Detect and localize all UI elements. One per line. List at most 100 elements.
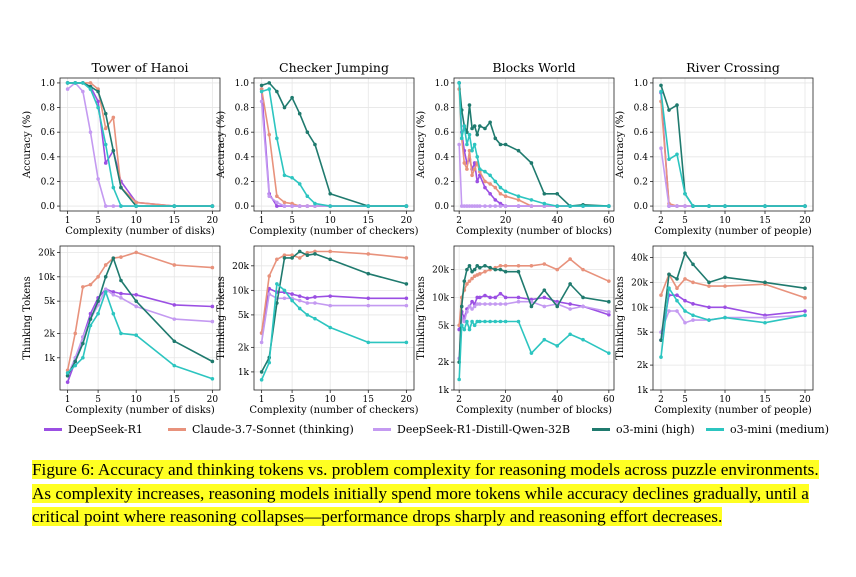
chart-title: Checker Jumping — [279, 60, 389, 75]
data-point — [297, 306, 302, 311]
data-point — [472, 304, 477, 309]
data-point — [96, 299, 100, 303]
x-axis-label: Complexity (number of blocks) — [456, 226, 612, 237]
data-point — [472, 323, 477, 328]
data-point — [542, 204, 547, 208]
data-point — [581, 267, 585, 272]
data-point — [568, 302, 572, 306]
y-tick-label: 0.0 — [235, 202, 250, 212]
data-point — [503, 263, 508, 268]
data-point — [493, 136, 498, 141]
data-point — [667, 286, 671, 290]
data-point — [607, 299, 611, 304]
data-point — [366, 340, 371, 345]
data-point — [282, 200, 287, 205]
x-tick-label: 1 — [259, 395, 265, 405]
y-tick-label: 5k — [637, 328, 649, 338]
series-line — [660, 252, 806, 341]
data-point — [472, 267, 477, 272]
legend-swatch — [706, 427, 724, 431]
data-point — [498, 319, 503, 324]
data-point — [498, 191, 503, 196]
data-point — [275, 136, 279, 141]
x-tick-label: 10 — [719, 395, 731, 405]
data-point — [103, 287, 108, 292]
y-axis-label: Thinking Tokens — [22, 276, 33, 360]
data-point — [275, 89, 279, 94]
data-point — [707, 204, 711, 208]
data-point — [488, 204, 492, 208]
data-point — [275, 200, 279, 205]
chart-title: Blocks World — [492, 60, 575, 75]
y-tick-label: 2k — [438, 358, 450, 368]
data-point — [465, 142, 469, 147]
data-point — [111, 185, 116, 190]
data-point — [328, 257, 332, 262]
y-tick-label: 1k — [238, 368, 250, 378]
x-tick-label: 20 — [500, 395, 512, 405]
data-point — [366, 271, 371, 276]
data-point — [483, 126, 487, 131]
plot-frame — [59, 77, 221, 212]
data-point — [470, 319, 474, 324]
data-point — [675, 277, 679, 281]
data-point — [488, 120, 492, 125]
data-point — [568, 257, 572, 261]
plot-frame — [652, 245, 814, 391]
data-point — [493, 295, 498, 300]
data-point — [470, 276, 474, 281]
data-point — [723, 315, 727, 320]
y-tick-label: 0.2 — [435, 177, 449, 187]
data-point — [313, 142, 317, 147]
y-tick-label: 2k — [637, 361, 649, 371]
data-point — [659, 338, 663, 342]
data-point — [111, 311, 116, 316]
data-point — [462, 319, 467, 324]
x-tick-label: 10 — [324, 216, 336, 226]
y-tick-label: 1k — [637, 386, 649, 396]
data-point — [498, 201, 503, 206]
data-point — [607, 204, 611, 208]
data-point — [404, 296, 409, 301]
y-tick-label: 10k — [432, 293, 449, 303]
x-tick-label: 20 — [207, 395, 219, 405]
data-point — [659, 89, 663, 94]
data-point — [683, 320, 687, 325]
y-axis-label: Thinking Tokens — [615, 276, 626, 360]
series-line — [660, 85, 805, 207]
x-tick-label: 5 — [95, 395, 101, 405]
data-point — [723, 275, 727, 280]
data-point — [659, 83, 663, 88]
data-point — [475, 179, 480, 184]
data-point — [328, 249, 332, 254]
data-point — [297, 256, 302, 260]
data-point — [529, 161, 534, 165]
x-axis-label: Complexity (number of people) — [654, 405, 812, 416]
data-point — [675, 309, 679, 313]
data-point — [467, 103, 472, 107]
data-point — [691, 262, 695, 267]
data-point — [259, 378, 264, 382]
data-point — [65, 380, 70, 384]
data-point — [493, 302, 498, 306]
data-point — [467, 327, 472, 332]
x-tick-label: 20 — [401, 216, 413, 226]
x-tick-label: 20 — [207, 216, 219, 226]
plot-frame — [253, 245, 415, 391]
data-point — [290, 292, 294, 296]
data-point — [267, 87, 272, 91]
data-point — [172, 363, 177, 368]
data-point — [498, 267, 503, 272]
data-point — [73, 331, 78, 336]
data-point — [282, 288, 287, 293]
data-point — [503, 269, 508, 274]
data-point — [723, 204, 727, 208]
data-point — [483, 269, 487, 274]
data-point — [475, 155, 480, 159]
data-point — [691, 280, 695, 285]
data-point — [65, 371, 70, 375]
x-tick-label: 1 — [65, 216, 71, 226]
series-line — [660, 310, 806, 333]
